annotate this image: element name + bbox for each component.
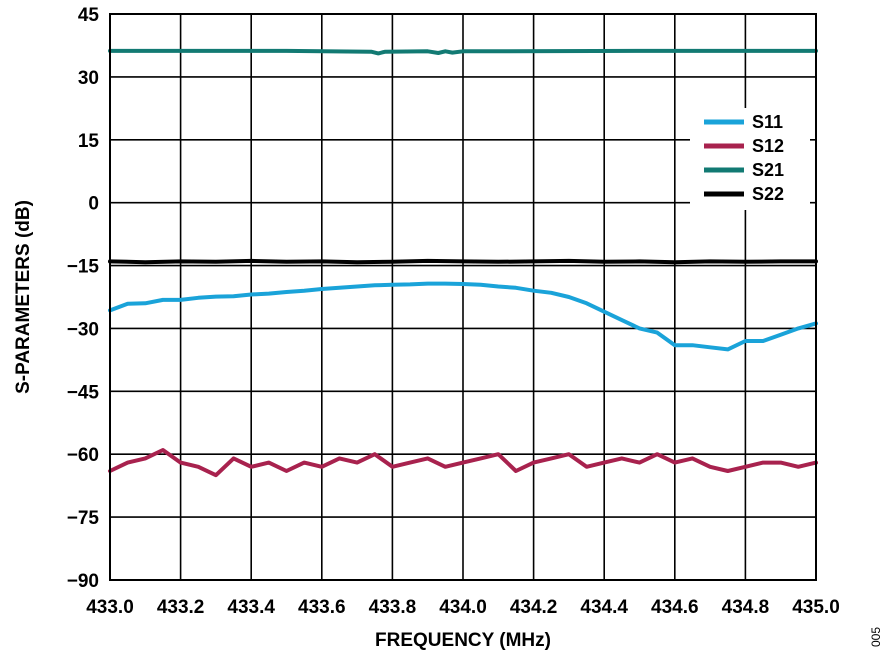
series-line-s22 [108, 258, 818, 265]
y-tick-label: −75 [67, 508, 100, 529]
legend-label-s21: S21 [752, 160, 784, 180]
series-lines [108, 48, 818, 478]
y-tick-label: 0 [88, 194, 99, 215]
legend-label-s11: S11 [752, 112, 783, 132]
x-tick-label: 434.4 [580, 597, 628, 618]
series-line-s11 [108, 281, 818, 352]
legend-label-s12: S12 [752, 136, 784, 156]
y-tick-label: 45 [78, 5, 100, 26]
series-line-s21 [108, 48, 818, 56]
x-tick-labels: 433.0 433.2 433.4 433.6 433.8 434.0 434.2 434.4… [86, 597, 840, 618]
y-axis-title: S-PARAMETERS (dB) [13, 200, 34, 394]
x-tick-label: 433.0 [86, 597, 134, 618]
figure-id: 005 [869, 627, 883, 647]
x-tick-label: 435.0 [792, 597, 840, 618]
x-tick-label: 434.8 [722, 597, 770, 618]
y-tick-label: −15 [67, 257, 100, 278]
x-tick-label: 434.0 [439, 597, 487, 618]
x-tick-label: 433.2 [157, 597, 205, 618]
legend-label-s22: S22 [752, 184, 784, 204]
plot-frame [109, 13, 817, 581]
y-tick-label: −45 [67, 382, 100, 403]
x-tick-label: 434.6 [651, 597, 699, 618]
y-tick-label: 30 [78, 68, 99, 89]
x-axis-title: FREQUENCY (MHz) [375, 630, 551, 651]
y-tick-label: −30 [67, 319, 99, 340]
y-tick-label: −60 [67, 445, 99, 466]
y-tick-label: 15 [78, 131, 100, 152]
x-tick-label: 434.2 [510, 597, 558, 618]
x-tick-label: 433.4 [227, 597, 275, 618]
x-tick-label: 433.6 [298, 597, 346, 618]
series-line-s12 [108, 448, 818, 478]
y-tick-labels: 45 30 15 0 −15 −30 −45 −60 −75 −90 [67, 5, 100, 592]
legend: S11 S12 S21 S22 [690, 108, 810, 210]
x-tick-label: 433.8 [369, 597, 417, 618]
y-tick-label: −90 [67, 571, 99, 592]
